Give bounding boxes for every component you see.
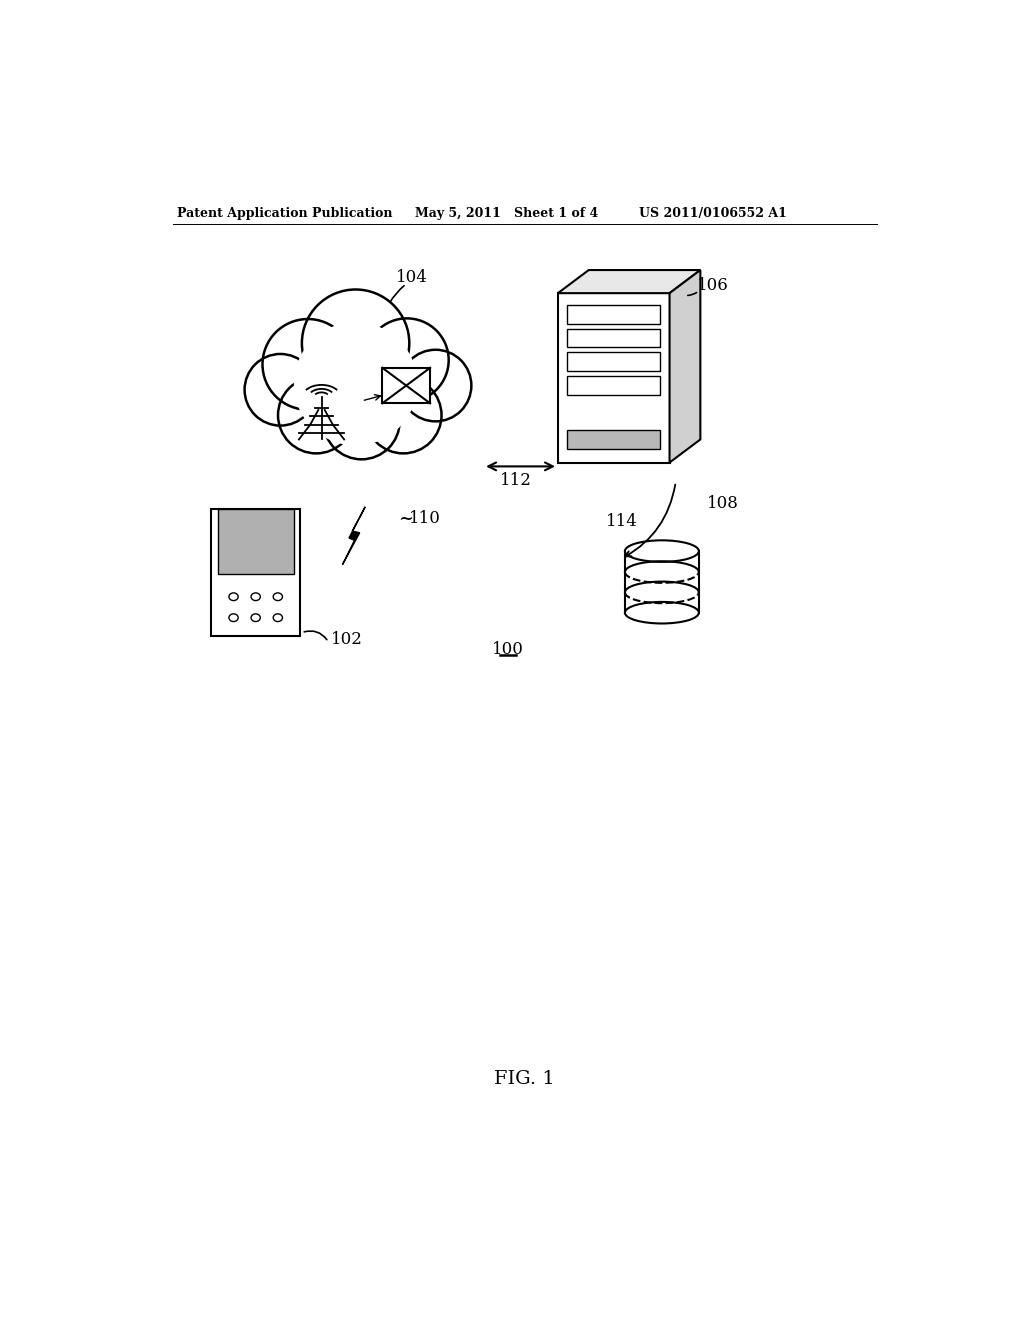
Circle shape	[302, 289, 410, 397]
Circle shape	[262, 319, 353, 409]
Circle shape	[366, 378, 441, 453]
Text: 102: 102	[331, 631, 362, 648]
Text: 104: 104	[395, 269, 428, 286]
Circle shape	[295, 323, 417, 445]
Text: 100: 100	[492, 642, 524, 659]
Text: 110: 110	[410, 511, 441, 527]
Text: 112: 112	[500, 471, 531, 488]
Text: May 5, 2011   Sheet 1 of 4: May 5, 2011 Sheet 1 of 4	[416, 207, 599, 220]
Bar	[567, 430, 660, 449]
Text: 114: 114	[606, 513, 638, 531]
Bar	[567, 376, 660, 395]
Text: ~: ~	[398, 510, 414, 528]
Text: 108: 108	[707, 495, 738, 512]
Circle shape	[366, 318, 449, 401]
Text: US 2011/0106552 A1: US 2011/0106552 A1	[639, 207, 786, 220]
Bar	[567, 305, 660, 323]
Bar	[217, 508, 294, 574]
Circle shape	[399, 350, 471, 421]
Circle shape	[245, 354, 316, 425]
Bar	[211, 508, 300, 636]
FancyArrowPatch shape	[304, 631, 327, 640]
Ellipse shape	[625, 602, 698, 623]
Polygon shape	[343, 507, 366, 565]
Text: FIG. 1: FIG. 1	[495, 1069, 555, 1088]
Text: Patent Application Publication: Patent Application Publication	[177, 207, 392, 220]
Circle shape	[324, 383, 399, 459]
Circle shape	[278, 378, 354, 453]
Polygon shape	[670, 271, 700, 462]
Bar	[625, 552, 698, 612]
Bar	[558, 293, 670, 462]
Ellipse shape	[625, 540, 698, 562]
Bar	[382, 368, 430, 404]
Polygon shape	[558, 271, 700, 293]
Text: 106: 106	[696, 277, 728, 294]
Bar	[567, 329, 660, 347]
Bar	[567, 352, 660, 371]
